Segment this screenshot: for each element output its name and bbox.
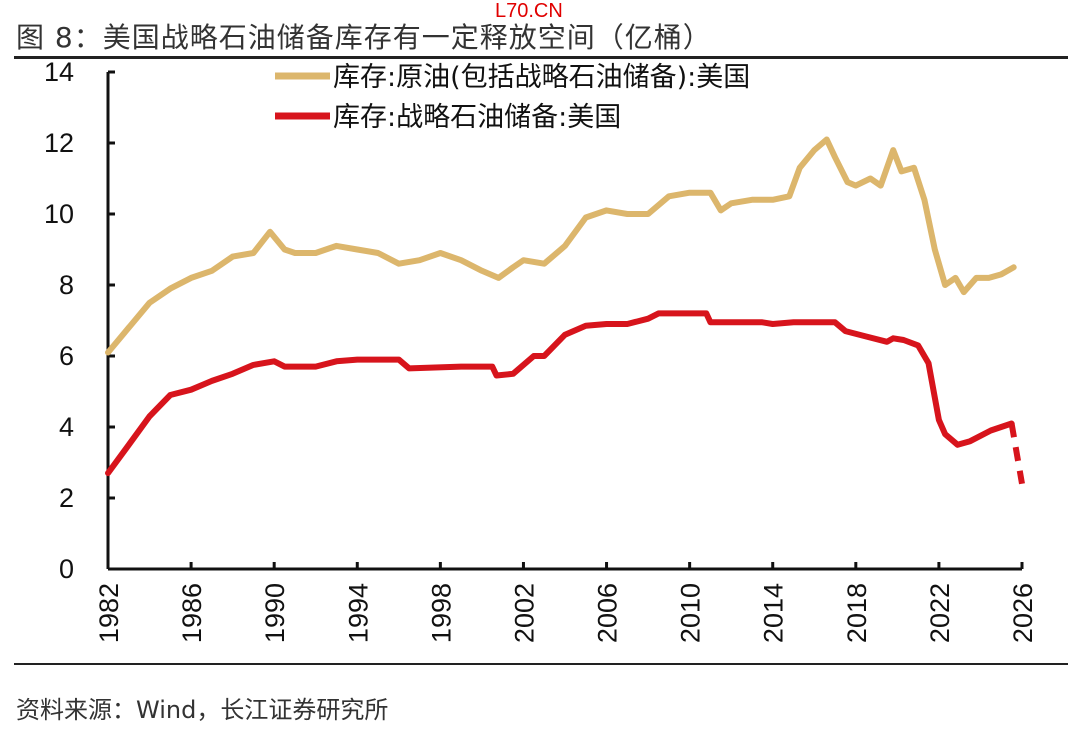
- watermark: L70.CN: [495, 0, 563, 22]
- series-line-0: [105, 136, 1017, 356]
- x-tick-label: 1986: [177, 583, 207, 643]
- y-tick-label: 0: [59, 554, 74, 584]
- legend-label-0: 库存:原油(包括战略石油储备):美国: [333, 62, 750, 93]
- y-tick-label: 4: [59, 412, 74, 442]
- x-tick-label: 1994: [343, 583, 373, 643]
- footer-divider: [14, 663, 1068, 665]
- axes: 0 2 4 6 8 10 12 14 1982 1986 1990 1994 1998 2002 2006 2…: [44, 57, 1038, 643]
- x-tick-label: 2018: [842, 583, 872, 643]
- series-projection-1: [1008, 422, 1025, 485]
- x-tick-label: 2006: [593, 583, 623, 643]
- y-tick-label: 8: [59, 270, 74, 300]
- y-tick-label: 12: [44, 128, 74, 158]
- x-tick-label: 1990: [260, 583, 290, 643]
- x-tick-label: 2026: [1008, 583, 1038, 643]
- source-note: 资料来源：Wind，长江证券研究所: [16, 696, 389, 724]
- x-tick-label: 2010: [676, 583, 706, 643]
- legend-label-1: 库存:战略石油储备:美国: [333, 102, 621, 133]
- figure-title: 图 8：美国战略石油储备库存有一定释放空间（亿桶）: [16, 21, 712, 54]
- y-tick-label: 14: [44, 57, 74, 87]
- x-tick-label: 2014: [759, 583, 789, 643]
- y-tick-label: 6: [59, 341, 74, 371]
- x-tick-label: 2002: [509, 583, 539, 643]
- x-tick-label: 2022: [925, 583, 955, 643]
- x-tick-label: 1982: [94, 583, 124, 643]
- y-tick-label: 2: [59, 483, 74, 513]
- title-divider: [14, 56, 1068, 59]
- series-line-1: [105, 310, 1015, 477]
- x-tick-label: 1998: [426, 583, 456, 643]
- series-lines: [105, 136, 1025, 485]
- y-tick-label: 10: [44, 199, 74, 229]
